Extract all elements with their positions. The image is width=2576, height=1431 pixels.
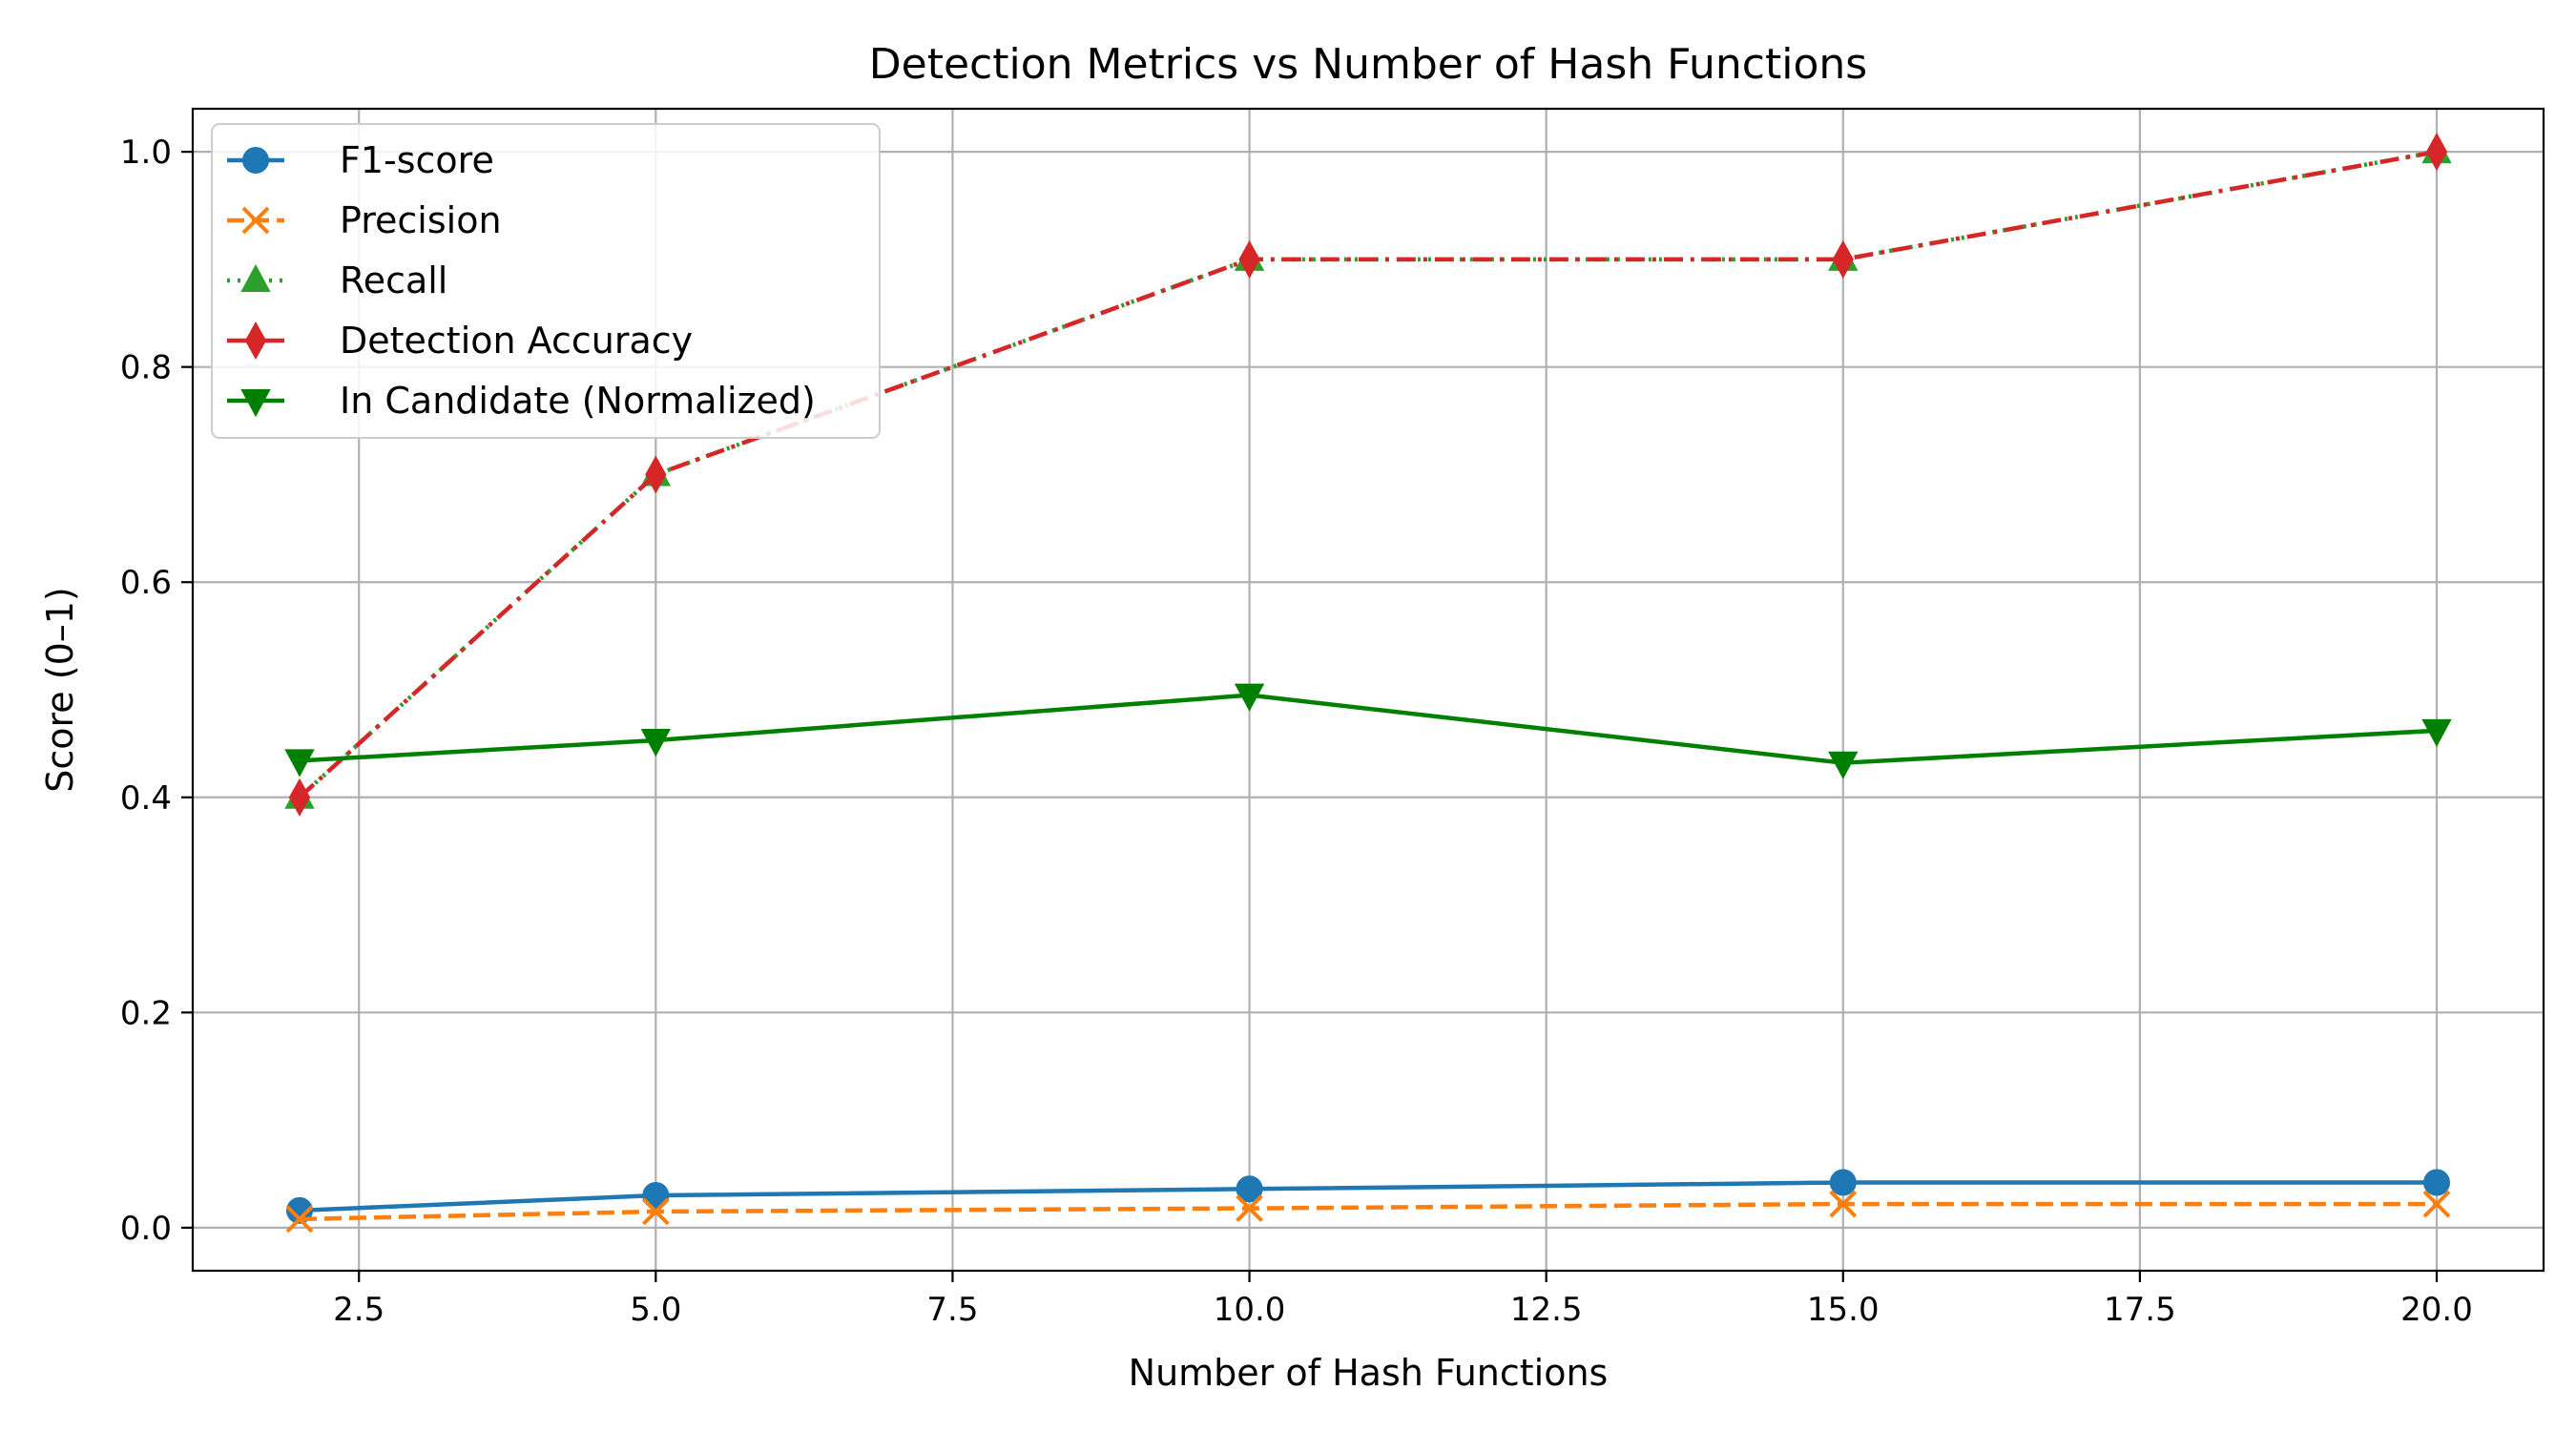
legend-label: In Candidate (Normalized) bbox=[340, 380, 816, 422]
y-tick-label: 0.6 bbox=[120, 564, 172, 602]
x-tick-label: 12.5 bbox=[1510, 1291, 1583, 1329]
legend-label: Precision bbox=[340, 199, 502, 241]
data-point bbox=[286, 1196, 313, 1224]
y-tick-label: 1.0 bbox=[120, 134, 172, 172]
x-tick-label: 20.0 bbox=[2400, 1291, 2473, 1329]
x-tick-label: 10.0 bbox=[1214, 1291, 1286, 1329]
y-tick-label: 0.0 bbox=[120, 1210, 172, 1248]
data-point bbox=[2423, 1169, 2450, 1196]
grid-layer bbox=[193, 109, 2544, 1271]
y-axis-label: Score (0–1) bbox=[39, 587, 81, 793]
plot-frame bbox=[191, 107, 2545, 1273]
data-point bbox=[288, 778, 311, 817]
legend-box bbox=[211, 123, 881, 439]
legend-marker bbox=[240, 263, 271, 292]
legend-marker bbox=[244, 321, 267, 361]
data-point bbox=[1234, 683, 1265, 712]
x-axis-label: Number of Hash Functions bbox=[1129, 1352, 1609, 1394]
x-tick-label: 17.5 bbox=[2104, 1291, 2176, 1329]
legend-marker bbox=[240, 389, 271, 418]
data-point bbox=[285, 1205, 314, 1234]
legend-label: Recall bbox=[340, 259, 447, 301]
x-tick-label: 2.5 bbox=[333, 1291, 384, 1329]
y-tick-label: 0.8 bbox=[120, 349, 172, 387]
series-0 bbox=[286, 1169, 2450, 1224]
data-point bbox=[1832, 239, 1854, 279]
data-point bbox=[1236, 1194, 1263, 1223]
data-point bbox=[2425, 133, 2448, 172]
legend-marker bbox=[241, 206, 270, 235]
data-point bbox=[645, 455, 667, 494]
legend-label: Detection Accuracy bbox=[340, 320, 693, 362]
data-point bbox=[642, 1182, 670, 1210]
data-point bbox=[1829, 1190, 1858, 1218]
x-tick-label: 5.0 bbox=[630, 1291, 681, 1329]
legend-entry: F1-score bbox=[227, 139, 494, 181]
data-point bbox=[1236, 1175, 1263, 1203]
legend-entry: Detection Accuracy bbox=[227, 320, 693, 362]
y-tick-label: 0.2 bbox=[120, 994, 172, 1032]
legend-entry: In Candidate (Normalized) bbox=[227, 380, 816, 422]
data-point bbox=[1238, 239, 1260, 279]
series-3 bbox=[288, 133, 2448, 817]
legend-marker bbox=[242, 147, 269, 174]
tick-layer: 2.5 5.0 7.5 10.0 12.5 15.0 17.5 20.0 0.0 0.2 0.4 0.… bbox=[120, 134, 2473, 1329]
data-point bbox=[2421, 718, 2452, 747]
data-point bbox=[641, 1197, 670, 1226]
x-tick-label: 15.0 bbox=[1807, 1291, 1880, 1329]
chart-title: Detection Metrics vs Number of Hash Func… bbox=[869, 40, 1867, 89]
data-point bbox=[1828, 751, 1859, 779]
data-point bbox=[284, 749, 315, 778]
series-4 bbox=[284, 683, 2452, 779]
legend-entry: Precision bbox=[227, 199, 502, 241]
x-tick-label: 7.5 bbox=[926, 1291, 978, 1329]
series-1 bbox=[285, 1190, 2451, 1234]
y-tick-label: 0.4 bbox=[120, 779, 172, 818]
legend-label: F1-score bbox=[340, 139, 494, 181]
data-point bbox=[2422, 1190, 2451, 1218]
legend-entry: Recall bbox=[227, 259, 447, 301]
legend: F1-score Precision Recall Detection Accurac… bbox=[211, 123, 881, 439]
data-point bbox=[640, 729, 672, 757]
series-layer bbox=[284, 133, 2452, 1234]
data-point bbox=[1829, 1169, 1857, 1196]
